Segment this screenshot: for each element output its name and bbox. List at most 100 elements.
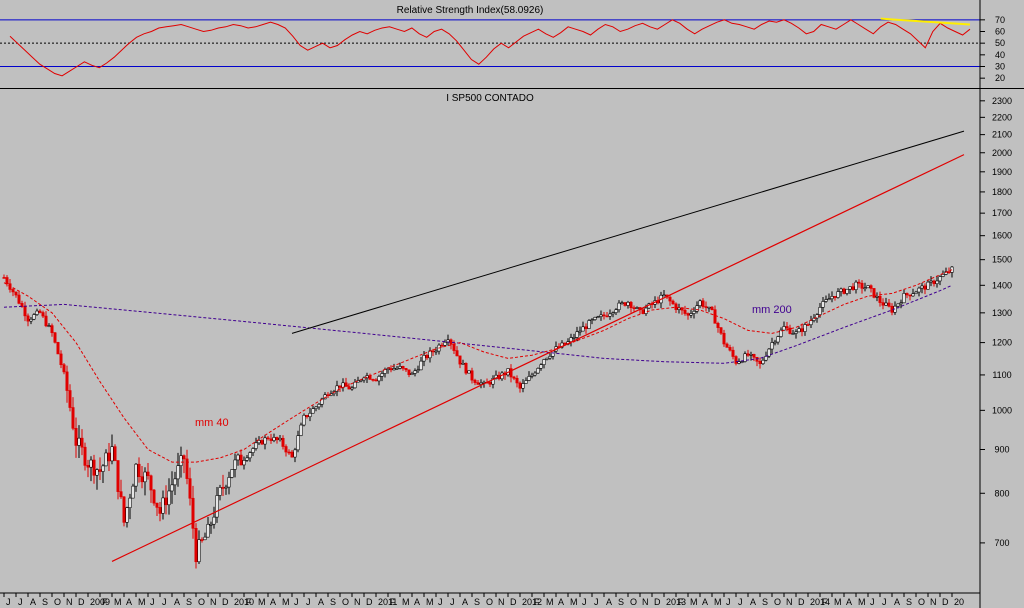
x-tick-label: O [774, 597, 781, 607]
upper-trendline [291, 130, 965, 334]
x-tick-label: M [714, 597, 722, 607]
candle-body [914, 291, 918, 295]
candle-body [836, 291, 840, 298]
x-tick-label: J [582, 597, 587, 607]
candle-body [899, 302, 903, 305]
candle-body [884, 302, 888, 306]
candle-body [197, 539, 201, 563]
candle-body [824, 299, 828, 302]
candle-body [59, 353, 63, 365]
candle-body [281, 437, 285, 447]
mm40-line [3, 269, 953, 463]
candle-body [47, 325, 51, 327]
candle-body [716, 323, 720, 328]
rsi-guides [0, 19, 980, 67]
x-tick-label: A [30, 597, 36, 607]
candle-body [365, 375, 369, 379]
x-tick-label: A [606, 597, 612, 607]
candle-body [473, 379, 477, 383]
x-tick-label: F [678, 597, 684, 607]
candle-body [737, 361, 741, 364]
candle-body [170, 484, 174, 492]
candle-body [773, 341, 777, 344]
x-tick-label: A [318, 597, 324, 607]
price-tick-label: 2000 [992, 148, 1012, 158]
candle-body [266, 437, 270, 440]
candle-body [797, 328, 801, 333]
candle-body [710, 306, 714, 310]
candle-body [698, 300, 702, 307]
candle-body [569, 337, 573, 342]
candle-body [689, 313, 693, 316]
candle-body [728, 347, 732, 351]
candle-body [776, 336, 780, 343]
candle-body [98, 469, 102, 472]
candle-body [926, 281, 930, 290]
candle-body [38, 310, 42, 313]
candle-body [296, 435, 300, 451]
x-tick-label: D [366, 597, 373, 607]
candle-body [860, 282, 864, 289]
candle-body [872, 288, 876, 298]
candle-body [425, 355, 429, 359]
candle-body [749, 354, 753, 356]
x-tick-label: J [738, 597, 743, 607]
x-tick-label: M [258, 597, 266, 607]
candle-body [608, 313, 612, 317]
candle-body [491, 378, 495, 385]
x-tick-label: J [18, 597, 23, 607]
candle-body [806, 324, 810, 326]
candle-body [662, 294, 666, 297]
candle-body [596, 316, 600, 318]
candle-body [269, 438, 273, 441]
candle-body [317, 403, 321, 408]
x-tick-label: F [534, 597, 540, 607]
rsi-tick-label: 50 [995, 38, 1005, 48]
candle-body [284, 446, 288, 453]
candle-body [833, 296, 837, 298]
candle-body [167, 490, 171, 506]
candle-body [869, 285, 873, 289]
x-tick-label: A [414, 597, 420, 607]
x-tick-label: O [54, 597, 61, 607]
candle-body [128, 497, 132, 508]
x-tick-label: N [210, 597, 217, 607]
x-tick-label: S [42, 597, 48, 607]
candle-body [881, 302, 885, 306]
x-tick-label: A [126, 597, 132, 607]
candle-body [704, 306, 708, 308]
candle-body [734, 356, 738, 364]
candle-body [830, 296, 834, 300]
candle-body [452, 343, 456, 351]
candle-body [533, 372, 537, 376]
rsi-tick-label: 60 [995, 27, 1005, 37]
candle-body [455, 350, 459, 357]
candle-body [236, 454, 240, 461]
candle-body [155, 502, 159, 508]
candle-body [725, 343, 729, 348]
x-tick-label: S [186, 597, 192, 607]
x-tick-label: S [330, 597, 336, 607]
candle-body [50, 325, 54, 334]
price-tick-label: 2300 [992, 96, 1012, 106]
candle-body [137, 463, 141, 477]
x-tick-label: M [138, 597, 146, 607]
x-tick-label: A [270, 597, 276, 607]
candle-body [845, 288, 849, 294]
candle-body [593, 316, 597, 320]
candle-body [932, 280, 936, 285]
candle-body [707, 306, 711, 309]
x-tick-label: A [174, 597, 180, 607]
candle-body [116, 460, 120, 492]
candle-body [803, 324, 807, 332]
x-tick-label: M [546, 597, 554, 607]
candle-body [581, 326, 585, 332]
candle-body [794, 331, 798, 334]
candle-body [95, 469, 99, 476]
candle-body [83, 446, 87, 466]
candle-body [464, 362, 468, 374]
candle-body [848, 286, 852, 290]
candle-body [827, 298, 831, 301]
candle-body [563, 342, 567, 345]
candle-body [434, 350, 438, 353]
